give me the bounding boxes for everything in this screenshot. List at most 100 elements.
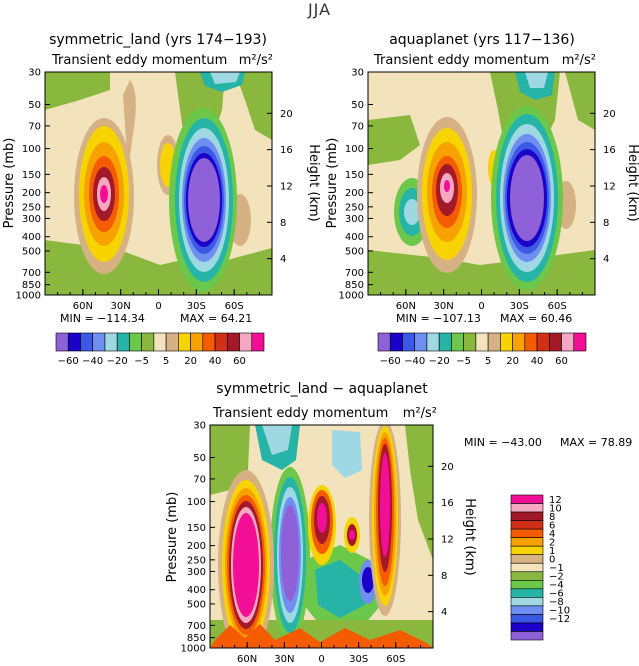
x-tick-label: 0	[478, 301, 484, 312]
y-tick-label: 100	[22, 144, 41, 155]
contour-region	[510, 155, 544, 241]
y2-tick-group: 20 16 12 8 4	[267, 109, 293, 265]
contour-region	[405, 425, 433, 560]
y2-tick-label: 12	[603, 181, 616, 192]
y-tick-label: 150	[345, 170, 364, 181]
colorbar-label: 20	[506, 356, 519, 367]
colorbar-label: −5	[134, 356, 149, 367]
contour-region	[210, 624, 433, 648]
y2-tick-label: 16	[441, 498, 454, 509]
y2-axis-label: Height (km)	[625, 144, 639, 221]
contour-region	[332, 430, 362, 478]
y-tick-label: 100	[187, 497, 206, 508]
x-tick-group: 60N 30N 0 30S 60S	[221, 642, 422, 665]
colorbar-box	[116, 332, 130, 352]
x-tick-label: 60S	[225, 301, 244, 312]
x-tick-group: 60N 30N 0 30S 60S	[57, 289, 260, 312]
y2-tick-label: 16	[280, 145, 293, 156]
colorbar-label: 2	[549, 537, 555, 548]
x-tick-label: 0	[318, 654, 324, 665]
y2-tick-group: 20 16 12 8 4	[428, 462, 454, 618]
colorbar-box	[510, 631, 544, 641]
colorbar-box	[510, 579, 544, 590]
colorbar-box	[190, 332, 204, 352]
colorbar: −60 −40 −20 −5 5 20 40 60	[55, 332, 265, 367]
contour-field	[210, 425, 433, 648]
x-tick-label: 30N	[274, 654, 294, 665]
colorbar-box	[510, 597, 544, 607]
max-label: MAX = 78.89	[560, 436, 632, 449]
contour-region	[123, 80, 136, 170]
y-tick-label: 250	[187, 555, 206, 566]
colorbar-box	[178, 332, 191, 352]
colorbar-box	[402, 332, 416, 352]
colorbar-label: 60	[555, 356, 568, 367]
colorbar-box	[510, 622, 544, 632]
y2-tick-label: 8	[603, 218, 609, 229]
colorbar-box	[510, 503, 544, 513]
x-tick-label: 30N	[111, 301, 131, 312]
colorbar-label: −8	[549, 597, 564, 608]
colorbar-label: 40	[209, 356, 222, 367]
colorbar-label: −1	[549, 563, 564, 574]
y-tick-label: 850	[22, 280, 41, 291]
colorbar-label: −60	[58, 356, 79, 367]
colorbar-box	[55, 332, 69, 352]
y-tick-label: 500	[22, 246, 41, 257]
min-label: MIN = −114.34	[60, 312, 145, 325]
x-tick-label: 60S	[386, 654, 405, 665]
colorbar-box	[153, 332, 167, 352]
colorbar-box	[226, 332, 240, 352]
x-tick-label: 60N	[73, 301, 93, 312]
y-tick-label: 100	[345, 144, 364, 155]
y-tick-label: 400	[187, 585, 206, 596]
colorbar-label: −20	[429, 356, 450, 367]
colorbar-box	[510, 528, 544, 538]
y-tick-label: 700	[22, 268, 41, 279]
y2-tick-label: 12	[280, 181, 293, 192]
colorbar-label: −12	[549, 614, 570, 625]
contour-region	[380, 453, 390, 557]
colorbar-label: 6	[549, 520, 555, 531]
y2-tick-group: 20 16 12 8 4	[590, 109, 616, 265]
colorbar-box	[92, 332, 106, 352]
min-label: MIN = −43.00	[464, 436, 542, 449]
y2-tick-label: 8	[441, 571, 447, 582]
x-tick-label: 0	[155, 301, 161, 312]
units-label: m²/s²	[562, 53, 596, 68]
colorbar-label: 1	[549, 546, 555, 557]
colorbar-box	[214, 332, 228, 352]
y-tick-label: 400	[345, 232, 364, 243]
colorbar-box	[524, 332, 538, 352]
contour-region	[404, 199, 420, 225]
y-tick-label: 30	[351, 68, 364, 79]
y2-axis-label: Height (km)	[462, 498, 477, 575]
colorbar-label: 5	[163, 356, 169, 367]
y-tick-label: 30	[28, 68, 41, 79]
contour-region	[262, 425, 292, 455]
y2-tick-label: 20	[280, 109, 293, 120]
colorbar-box	[510, 537, 544, 547]
colorbar-label: −40	[404, 356, 425, 367]
colorbar-box	[414, 332, 428, 352]
colorbar-box	[510, 511, 544, 521]
contour-region	[45, 72, 110, 110]
panel-subtitle: Transient eddy momentum	[51, 53, 227, 68]
contour-region	[368, 115, 420, 165]
y-tick-label: 70	[351, 121, 364, 132]
colorbar-label: −2	[549, 572, 564, 583]
colorbar-label: −20	[107, 356, 128, 367]
y-tick-label: 700	[187, 621, 206, 632]
colorbar-box	[104, 332, 118, 352]
colorbar-label: 0	[549, 554, 555, 565]
panel-subtitle: Transient eddy momentum	[212, 406, 388, 421]
colorbar-box	[251, 332, 265, 352]
x-tick-label: 30S	[349, 654, 368, 665]
colorbar-label: −4	[549, 580, 564, 591]
y-tick-label: 50	[193, 453, 206, 464]
y-tick-label: 150	[22, 170, 41, 181]
figure-title: JJA	[307, 0, 332, 19]
y-tick-label: 200	[345, 188, 364, 199]
